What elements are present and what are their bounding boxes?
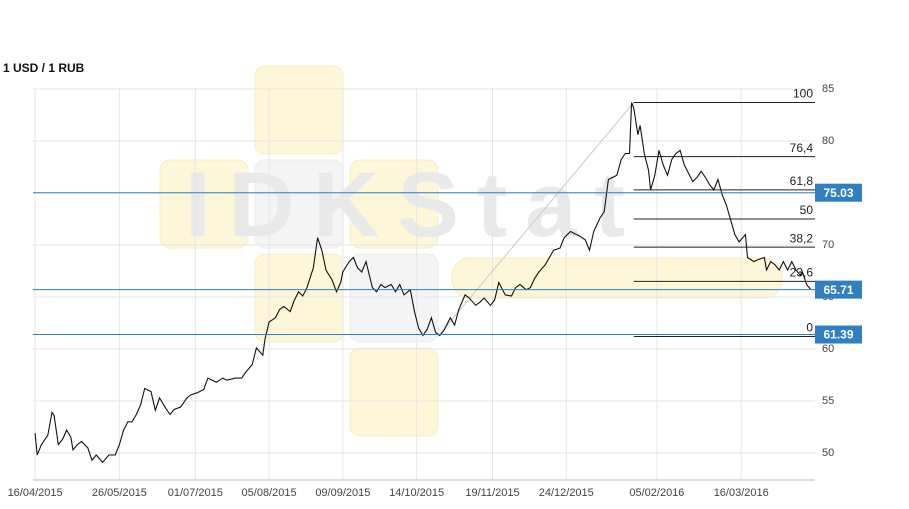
x-tick-label: 16/04/2015 (8, 487, 63, 499)
x-tick-label: 26/05/2015 (92, 487, 147, 499)
fib-label: 38,2 (790, 231, 814, 245)
y-tick-label: 80 (822, 135, 834, 147)
y-tick-label: 70 (822, 239, 834, 251)
y-tick-label: 55 (822, 395, 834, 407)
price-level-label: 65.71 (823, 283, 853, 297)
fib-label: 100 (793, 87, 813, 101)
watermark-squares (159, 65, 783, 437)
price-level-box (815, 280, 862, 299)
fib-label: 0 (806, 321, 813, 335)
x-tick-label: 16/03/2016 (714, 487, 769, 499)
x-tick-label: 05/02/2016 (629, 487, 684, 499)
chart-title: 1 USD / 1 RUB (3, 61, 85, 75)
plot-area: 505560657075808516/04/201526/05/201501/0… (8, 83, 862, 499)
price-level-label: 61.39 (823, 328, 853, 342)
y-tick-label: 85 (822, 83, 834, 95)
fib-label: 76,4 (790, 141, 814, 155)
fib-anchor-line (437, 102, 635, 337)
watermark: IDKStat (185, 154, 625, 256)
price-level-label: 75.03 (823, 186, 853, 200)
price-line (34, 102, 812, 464)
y-tick-label: 60 (822, 343, 834, 355)
x-tick-label: 05/08/2015 (242, 487, 297, 499)
x-tick-label: 14/10/2015 (389, 487, 444, 499)
price-level-box (815, 183, 862, 202)
x-tick-label: 09/09/2015 (315, 487, 370, 499)
fib-label: 61,8 (790, 174, 814, 188)
y-tick-label: 50 (822, 447, 834, 459)
x-tick-label: 01/07/2015 (168, 487, 223, 499)
x-tick-label: 24/12/2015 (539, 487, 594, 499)
fib-label: 50 (800, 203, 814, 217)
price-level-box (815, 325, 862, 344)
x-tick-label: 19/11/2015 (465, 487, 519, 499)
